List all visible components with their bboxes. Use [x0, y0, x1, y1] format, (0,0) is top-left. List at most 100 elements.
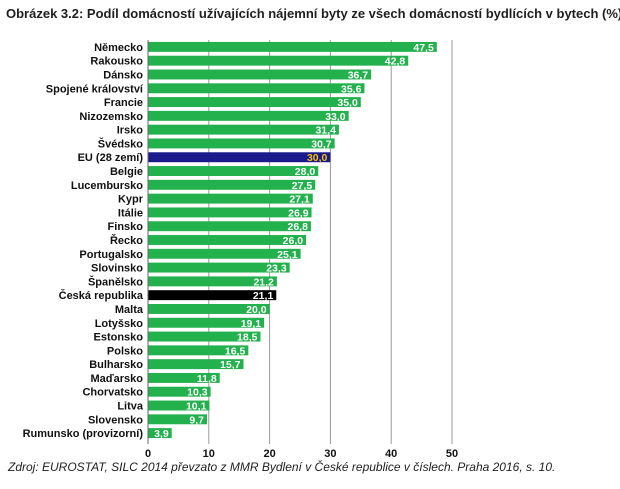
category-label: Slovinsko: [91, 263, 143, 275]
category-label: Malta: [115, 304, 144, 316]
value-label: 35,0: [337, 97, 358, 109]
bar: [148, 83, 365, 94]
category-label: Irsko: [117, 125, 144, 137]
x-tick-label: 30: [324, 448, 336, 460]
bar: [148, 152, 331, 163]
bar: [148, 331, 261, 342]
bar: [148, 138, 335, 149]
category-label: Lotyšsko: [95, 318, 144, 330]
source-note: Zdroj: EUROSTAT, SILC 2014 převzato z MM…: [8, 460, 556, 474]
category-label: Slovensko: [88, 414, 143, 426]
value-labels: 47,5 42,8 36,7 35,6 35,0 33,0 31,430,7 30,0 28,0…: [154, 42, 434, 440]
category-label: Rumunsko (provizorní): [23, 428, 144, 440]
value-label: 31,4: [315, 125, 336, 137]
value-label: 3,9: [154, 428, 169, 440]
category-label: Dánsko: [103, 69, 143, 81]
value-label: 11,8: [197, 373, 217, 385]
category-label: Polsko: [107, 345, 143, 357]
bar: [148, 124, 339, 135]
category-label: Nizozemsko: [79, 111, 143, 123]
bar: [148, 221, 311, 232]
bar: [148, 235, 307, 245]
value-label: 15,7: [220, 359, 241, 371]
value-label: 25,1: [277, 249, 298, 261]
category-label: Německo: [94, 42, 143, 54]
category-label: Spojené království: [46, 83, 144, 95]
bar: [148, 166, 319, 176]
bar: [148, 179, 316, 190]
category-label: Litva: [117, 401, 144, 413]
value-label: 35,6: [341, 83, 362, 95]
x-tick-label: 20: [263, 448, 275, 460]
value-label: 23,3: [266, 263, 287, 275]
value-label: 10,1: [186, 401, 207, 413]
x-axis: 0 10 20 30 40 50: [145, 40, 458, 460]
value-label: 10,3: [187, 387, 208, 399]
value-label: 27,5: [292, 180, 313, 192]
value-label: 26,9: [288, 207, 309, 219]
category-label: Portugalsko: [79, 249, 143, 261]
x-tick-label: 40: [385, 448, 397, 460]
bar: [148, 428, 172, 439]
value-label: 47,5: [413, 42, 434, 54]
category-label: Švédsko: [98, 137, 144, 150]
x-tick-label: 10: [203, 448, 215, 460]
bar: [148, 386, 211, 397]
category-label: Kypr: [118, 194, 144, 206]
category-label: Rakousko: [90, 56, 143, 68]
bar: [148, 97, 361, 108]
bar: [148, 414, 207, 425]
bar: [148, 69, 372, 80]
bar: [148, 290, 277, 301]
category-label: Španělsko: [88, 275, 143, 288]
value-label: 19,1: [241, 318, 262, 330]
value-label: 42,8: [385, 56, 406, 68]
chart-title: Obrázek 3.2: Podíl domácností užívajícíc…: [6, 6, 620, 21]
bar: [148, 262, 290, 273]
bar: [148, 304, 270, 314]
category-label: Řecko: [110, 234, 143, 247]
bar: [148, 248, 301, 259]
category-label: Chorvatsko: [82, 387, 143, 399]
value-label: 21,1: [253, 290, 274, 302]
bar: [148, 400, 210, 411]
bars: [148, 41, 437, 439]
category-label: Itálie: [118, 207, 143, 219]
category-label: Bulharsko: [89, 359, 143, 371]
value-label: 18,5: [237, 332, 258, 344]
value-label: 26,8: [288, 221, 309, 233]
bar: [148, 110, 349, 121]
category-label: EU (28 zemí): [78, 152, 144, 164]
category-label: Estonsko: [93, 332, 143, 344]
bar: [148, 193, 313, 204]
bar: [148, 276, 277, 287]
category-label: Maďarsko: [90, 373, 143, 385]
x-tick-label: 50: [446, 448, 458, 460]
category-label: Belgie: [110, 166, 143, 178]
bar: [148, 55, 409, 66]
value-label: 20,0: [246, 304, 267, 316]
bar: [148, 41, 437, 52]
value-label: 30,0: [307, 152, 328, 164]
value-label: 26,0: [283, 235, 304, 247]
category-label: Francie: [104, 97, 143, 109]
bar: [148, 345, 249, 356]
value-label: 30,7: [311, 138, 332, 150]
category-label: Lucembursko: [71, 180, 143, 192]
value-label: 28,0: [295, 166, 316, 178]
bar: [148, 317, 265, 328]
value-label: 21,2: [253, 276, 274, 288]
category-label: Finsko: [108, 221, 144, 233]
value-label: 33,0: [325, 111, 346, 123]
value-label: 36,7: [348, 69, 369, 81]
bar: [148, 359, 244, 370]
value-label: 27,1: [289, 194, 310, 206]
value-label: 16,5: [225, 345, 246, 357]
category-label: Česká republika: [59, 289, 144, 302]
x-tick-label: 0: [145, 448, 151, 460]
value-label: 9,7: [189, 414, 204, 426]
bar: [148, 372, 220, 383]
bar: [148, 207, 312, 218]
